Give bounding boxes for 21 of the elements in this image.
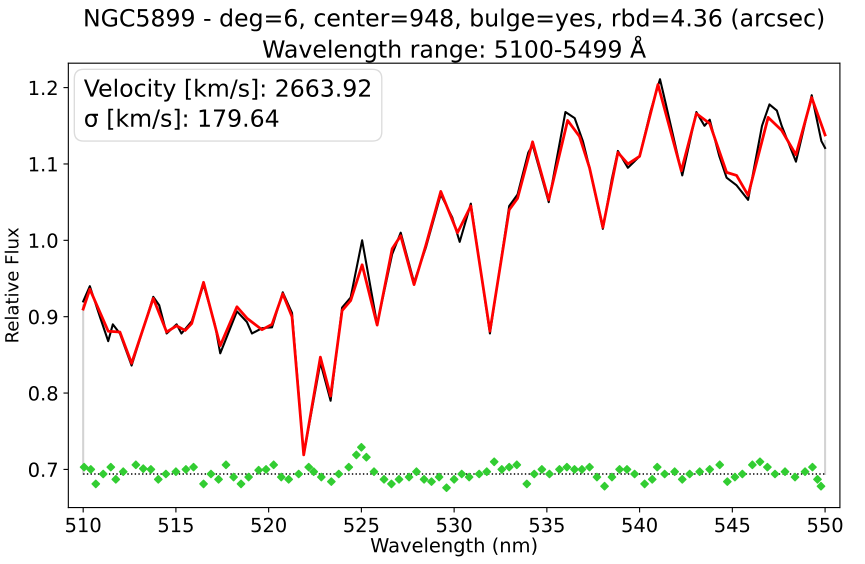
y-tick-label: 0.9 <box>28 310 58 324</box>
annotation: Velocity [km/s]: 2663.92 <box>84 78 370 102</box>
chart-title: NGC5899 - deg=6, center=948, bulge=yes, rbd=4.36 (arcsec) <box>85 8 824 32</box>
x-tick-label: 535 <box>530 518 564 532</box>
x-tick-label: 525 <box>344 518 378 532</box>
x-axis-title: Wavelength (nm) <box>370 538 536 556</box>
y-tick-label: 1.0 <box>30 233 58 248</box>
y-tick-label: 0.7 <box>28 462 57 478</box>
x-tick-label: 510 <box>66 518 100 532</box>
x-tick-label: 550 <box>808 518 842 532</box>
annotation: σ [km/s]: 179.64 <box>85 108 278 130</box>
y-tick-label: 1.1 <box>30 157 57 172</box>
chart-subtitle: Wavelength range: 5100-5499 Å <box>262 36 646 63</box>
x-tick-label: 520 <box>252 518 286 532</box>
x-tick-label: 515 <box>158 518 193 532</box>
y-tick-label: 1.2 <box>30 80 57 95</box>
y-tick-label: 0.8 <box>28 386 58 401</box>
x-tick-label: 545 <box>715 518 750 532</box>
x-tick-label: 530 <box>437 518 472 532</box>
x-tick-label: 540 <box>622 518 657 532</box>
y-axis-title: Relative Flux <box>4 228 19 342</box>
